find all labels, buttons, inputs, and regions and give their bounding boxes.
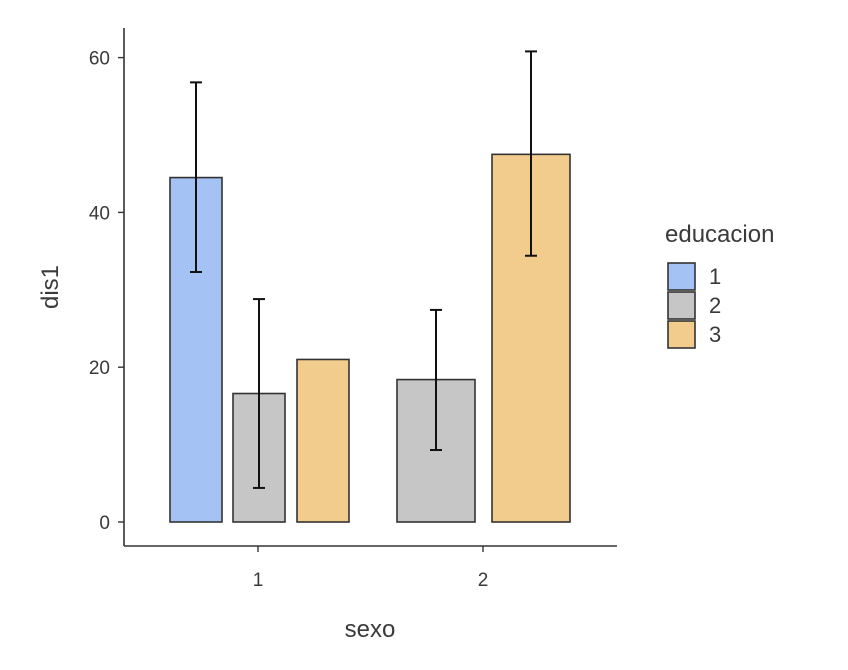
error-bar-educacion-3-sexo-2 [525,50,537,257]
x-tick-label: 2 [478,570,489,591]
error-bar-educacion-2-sexo-1 [253,298,265,489]
x-tick-label: 1 [253,570,264,591]
error-bar-educacion-1-sexo-1 [190,81,202,273]
legend-label: 1 [709,264,721,289]
legend: educacion 1 2 3 [665,221,774,349]
y-tick-label: 40 [89,203,110,224]
legend-item-3: 3 [667,320,721,349]
y-tick-label: 20 [89,358,110,379]
legend-item-2: 2 [667,291,721,320]
y-axis-title: dis1 [37,265,64,309]
legend-label: 2 [709,293,721,318]
legend-key-swatch [667,291,696,320]
legend-key-swatch [667,262,696,291]
plot-marks [169,50,571,523]
y-tick-label: 0 [99,513,110,534]
x-axis-title: sexo [345,616,396,643]
legend-title: educacion [665,221,774,248]
error-bar-educacion-2-sexo-2 [430,308,442,452]
y-axis-ticks: 0 20 40 60 [89,49,124,534]
legend-key-swatch [667,320,696,349]
bar-educacion-3-sexo-1 [296,358,350,523]
legend-items: 1 2 3 [667,262,721,349]
y-tick-label: 60 [89,49,110,70]
legend-label: 3 [709,322,721,347]
legend-item-1: 1 [667,262,721,291]
